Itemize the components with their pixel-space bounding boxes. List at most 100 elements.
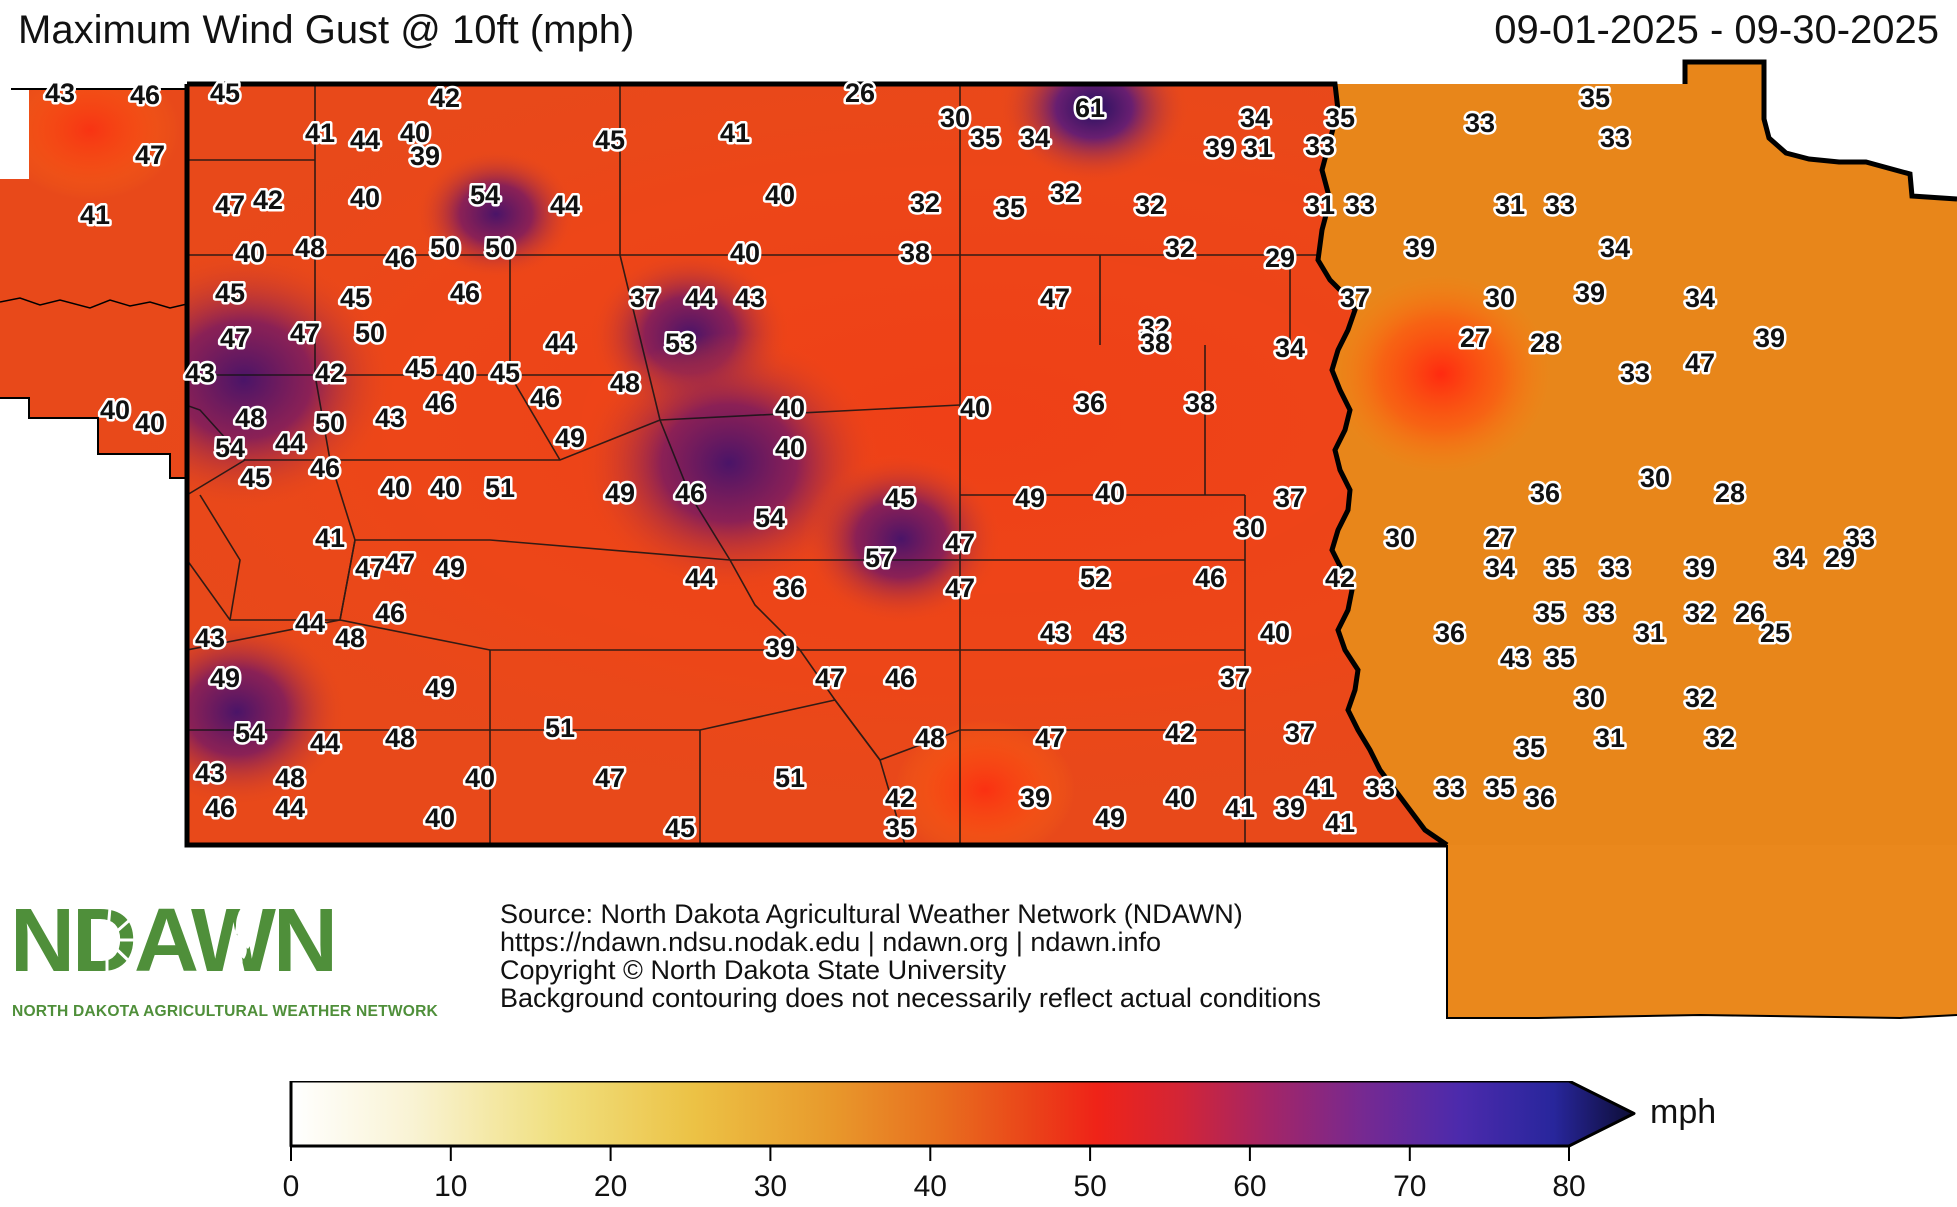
svg-text:50: 50 <box>485 233 515 263</box>
svg-text:38: 38 <box>1185 388 1215 418</box>
svg-text:53: 53 <box>665 328 695 358</box>
svg-text:46: 46 <box>375 598 405 628</box>
svg-text:49: 49 <box>1015 483 1045 513</box>
svg-text:46: 46 <box>675 478 705 508</box>
svg-text:30: 30 <box>1385 523 1415 553</box>
svg-text:37: 37 <box>1275 483 1305 513</box>
svg-text:40: 40 <box>914 1170 947 1203</box>
svg-text:39: 39 <box>1020 783 1050 813</box>
svg-text:44: 44 <box>545 328 575 358</box>
svg-text:47: 47 <box>385 548 415 578</box>
svg-text:35: 35 <box>1545 553 1575 583</box>
svg-text:38: 38 <box>900 238 930 268</box>
svg-text:44: 44 <box>275 793 305 823</box>
svg-text:46: 46 <box>450 278 480 308</box>
svg-text:54: 54 <box>235 718 265 748</box>
svg-text:43: 43 <box>1040 618 1070 648</box>
svg-text:40: 40 <box>100 395 130 425</box>
svg-text:32: 32 <box>1165 233 1195 263</box>
svg-text:52: 52 <box>1080 563 1110 593</box>
svg-text:29: 29 <box>1265 243 1295 273</box>
svg-text:34: 34 <box>1600 233 1630 263</box>
svg-text:47: 47 <box>220 323 250 353</box>
svg-text:43: 43 <box>1500 643 1530 673</box>
svg-text:50: 50 <box>355 318 385 348</box>
svg-text:38: 38 <box>1140 328 1170 358</box>
svg-text:40: 40 <box>135 408 165 438</box>
svg-text:48: 48 <box>275 763 305 793</box>
svg-text:33: 33 <box>1365 773 1395 803</box>
svg-text:47: 47 <box>1685 348 1715 378</box>
svg-text:40: 40 <box>445 358 475 388</box>
svg-text:35: 35 <box>1545 643 1575 673</box>
svg-text:40: 40 <box>425 803 455 833</box>
svg-text:27: 27 <box>1485 523 1515 553</box>
svg-text:10: 10 <box>434 1170 467 1203</box>
svg-text:46: 46 <box>310 453 340 483</box>
svg-text:28: 28 <box>1715 478 1745 508</box>
svg-text:33: 33 <box>1545 190 1575 220</box>
svg-text:61: 61 <box>1075 93 1105 123</box>
svg-text:70: 70 <box>1393 1170 1426 1203</box>
svg-text:33: 33 <box>1585 598 1615 628</box>
svg-text:34: 34 <box>1775 543 1805 573</box>
svg-text:45: 45 <box>405 353 435 383</box>
svg-text:40: 40 <box>1260 618 1290 648</box>
svg-text:35: 35 <box>885 813 915 843</box>
svg-text:0: 0 <box>283 1170 300 1203</box>
svg-text:30: 30 <box>1575 683 1605 713</box>
svg-text:48: 48 <box>335 623 365 653</box>
svg-text:41: 41 <box>315 523 345 553</box>
svg-text:47: 47 <box>290 318 320 348</box>
svg-text:39: 39 <box>1685 553 1715 583</box>
svg-text:45: 45 <box>885 483 915 513</box>
svg-text:31: 31 <box>1243 133 1273 163</box>
svg-text:35: 35 <box>1580 83 1610 113</box>
svg-text:31: 31 <box>1595 723 1625 753</box>
svg-text:47: 47 <box>1035 723 1065 753</box>
svg-text:31: 31 <box>1305 190 1335 220</box>
svg-text:49: 49 <box>210 663 240 693</box>
svg-text:49: 49 <box>1095 803 1125 833</box>
svg-text:43: 43 <box>45 78 75 108</box>
svg-text:41: 41 <box>1225 793 1255 823</box>
svg-text:51: 51 <box>775 763 805 793</box>
svg-text:37: 37 <box>1340 283 1370 313</box>
svg-text:40: 40 <box>775 393 805 423</box>
svg-text:45: 45 <box>240 463 270 493</box>
svg-text:30: 30 <box>1640 463 1670 493</box>
svg-text:39: 39 <box>1205 133 1235 163</box>
svg-text:46: 46 <box>130 80 160 110</box>
svg-text:36: 36 <box>775 573 805 603</box>
svg-text:42: 42 <box>1165 718 1195 748</box>
svg-text:40: 40 <box>730 238 760 268</box>
svg-text:27: 27 <box>1460 323 1490 353</box>
svg-text:34: 34 <box>1275 333 1305 363</box>
svg-text:50: 50 <box>430 233 460 263</box>
svg-text:41: 41 <box>1325 808 1355 838</box>
svg-text:80: 80 <box>1552 1170 1585 1203</box>
svg-text:45: 45 <box>595 125 625 155</box>
svg-text:37: 37 <box>1285 718 1315 748</box>
svg-text:39: 39 <box>1275 793 1305 823</box>
svg-text:39: 39 <box>410 141 440 171</box>
svg-text:32: 32 <box>1135 190 1165 220</box>
svg-text:47: 47 <box>1040 283 1070 313</box>
svg-text:47: 47 <box>945 528 975 558</box>
svg-text:20: 20 <box>594 1170 627 1203</box>
svg-text:35: 35 <box>1535 598 1565 628</box>
svg-text:41: 41 <box>80 200 110 230</box>
svg-text:30: 30 <box>1235 513 1265 543</box>
svg-text:43: 43 <box>1095 618 1125 648</box>
svg-text:34: 34 <box>1685 283 1715 313</box>
svg-text:42: 42 <box>1325 563 1355 593</box>
svg-text:39: 39 <box>1405 233 1435 263</box>
svg-text:43: 43 <box>375 403 405 433</box>
svg-text:28: 28 <box>1530 328 1560 358</box>
svg-text:54: 54 <box>755 503 785 533</box>
svg-text:43: 43 <box>195 623 225 653</box>
svg-text:40: 40 <box>775 433 805 463</box>
svg-text:47: 47 <box>945 573 975 603</box>
svg-text:51: 51 <box>545 713 575 743</box>
svg-text:47: 47 <box>135 140 165 170</box>
